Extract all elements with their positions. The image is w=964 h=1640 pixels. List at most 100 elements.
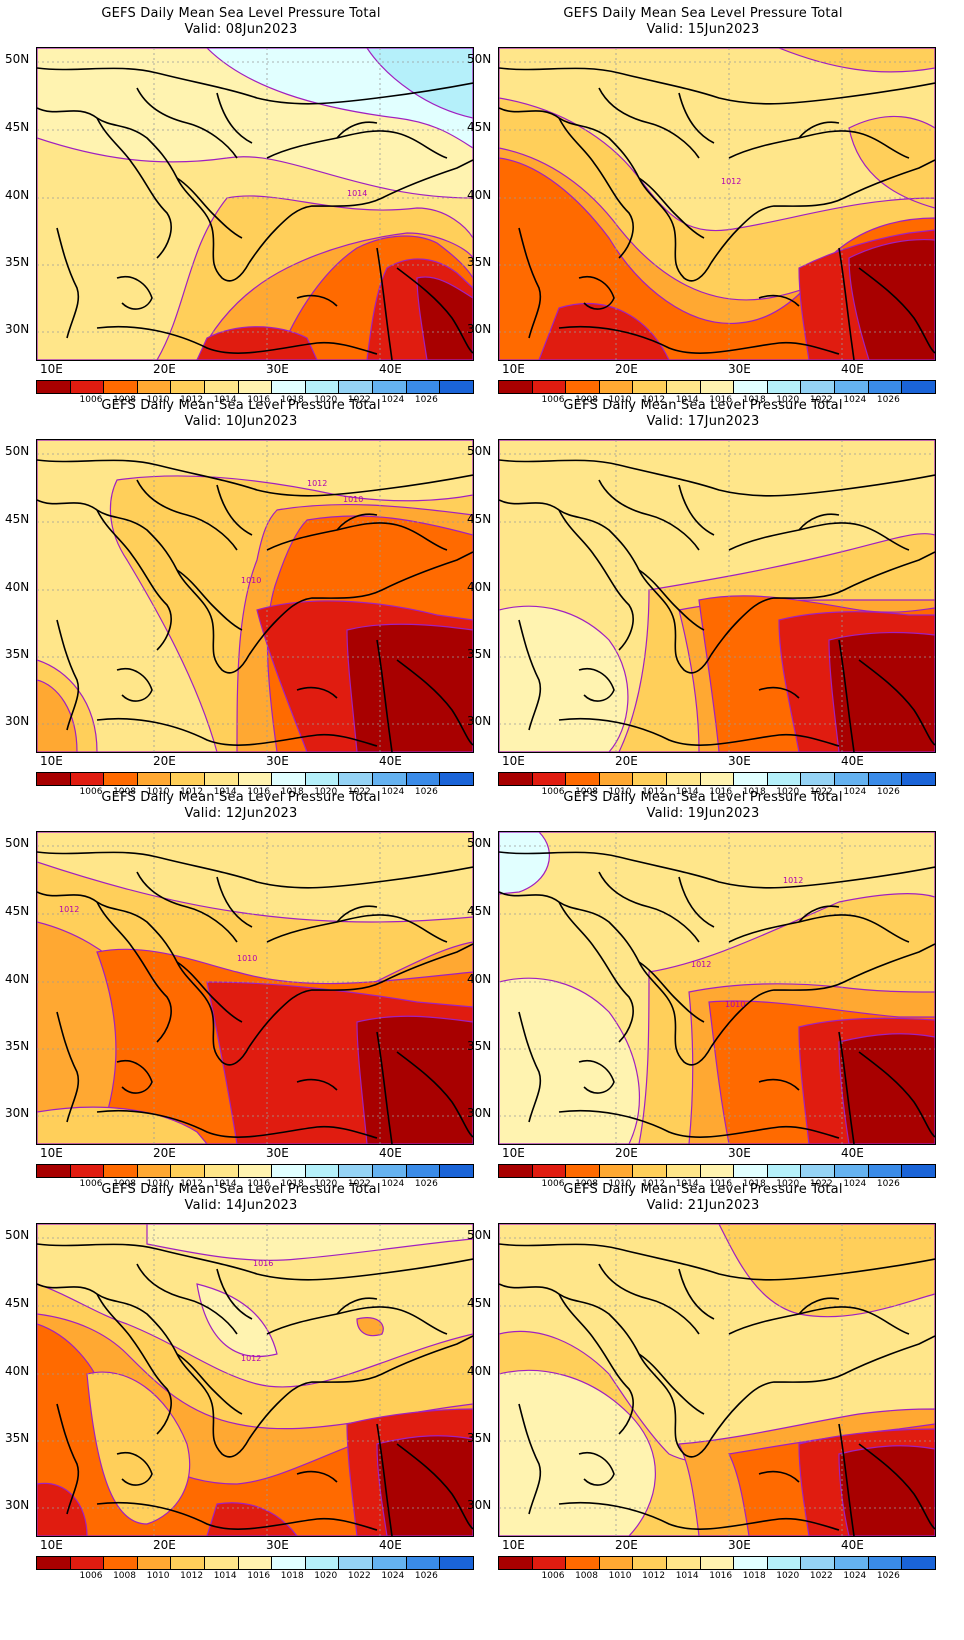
colorbar-label: 1012	[180, 1179, 204, 1189]
coastline-border	[248, 1335, 473, 1440]
colorbar-swatch	[272, 773, 306, 785]
longitude-label: 20E	[615, 1146, 638, 1160]
coastline-border	[396, 267, 473, 354]
colorbar-swatch	[406, 1165, 441, 1177]
coastline-border	[578, 276, 615, 310]
colorbar-swatch	[238, 1557, 273, 1569]
colorbar-label: 1018	[280, 1571, 304, 1581]
coastline-border	[216, 876, 253, 928]
colorbar-label: 1012	[180, 787, 204, 797]
colorbar-swatch	[599, 381, 634, 393]
colorbar-label: 1006	[79, 395, 103, 405]
colorbar-swatch	[37, 773, 71, 785]
latitude-label: 35N	[467, 647, 492, 661]
coastline-border	[518, 227, 542, 339]
colorbar-label: 1018	[280, 1179, 304, 1189]
colorbar-swatch	[902, 1165, 935, 1177]
colorbar-swatch	[902, 773, 935, 785]
coastline-border	[558, 901, 634, 1043]
colorbar-label: 1026	[876, 395, 900, 405]
coastline-border	[638, 569, 705, 631]
latitude-label: 35N	[467, 255, 492, 269]
colorbar-swatch	[70, 1557, 105, 1569]
longitude-label: 40E	[379, 754, 402, 768]
pressure-map: 1012	[498, 47, 936, 361]
colorbar-swatch	[171, 1557, 206, 1569]
coastline-border	[858, 267, 935, 354]
colorbar-swatch	[868, 773, 903, 785]
colorbar-label: 1012	[180, 395, 204, 405]
latitude-label: 40N	[5, 188, 30, 202]
colorbar-swatch	[801, 1165, 836, 1177]
coastline-border	[678, 1268, 715, 1320]
colorbar-label: 1006	[541, 787, 565, 797]
colorbar-swatch	[633, 381, 668, 393]
latitude-label: 40N	[467, 972, 492, 986]
colorbar-label: 1012	[642, 395, 666, 405]
map-panel: GEFS Daily Mean Sea Level Pressure Total…	[462, 1176, 944, 1586]
colorbar-swatch	[373, 1165, 407, 1177]
coastline-border	[266, 522, 448, 551]
coastline-border	[216, 1268, 253, 1320]
coastline-border	[798, 121, 840, 139]
coastline-border	[758, 686, 800, 699]
contour-label: 1010	[725, 1000, 745, 1009]
coastline-border	[838, 639, 855, 752]
colorbar-swatch	[734, 1557, 768, 1569]
colorbar-swatch	[700, 1165, 735, 1177]
colorbar-swatch	[205, 1165, 239, 1177]
colorbar-swatch	[272, 1165, 306, 1177]
longitude-label: 40E	[841, 1538, 864, 1552]
pressure-fill-region	[37, 1408, 473, 1536]
colorbar-swatch	[305, 1557, 340, 1569]
map-panel: GEFS Daily Mean Sea Level Pressure Total…	[462, 784, 944, 1194]
colorbar-swatch	[171, 1165, 206, 1177]
contour-label: 1012	[59, 905, 79, 914]
colorbar-swatch	[406, 1557, 441, 1569]
colorbar-swatch	[835, 1165, 869, 1177]
colorbar-swatch	[70, 381, 105, 393]
colorbar-swatch	[373, 1557, 407, 1569]
coastline-border	[858, 1443, 935, 1530]
colorbar-label: 1024	[843, 1179, 867, 1189]
coastline-border	[116, 1060, 153, 1094]
longitude-label: 20E	[615, 362, 638, 376]
colorbar-swatch	[339, 381, 374, 393]
colorbar-label: 1024	[381, 787, 405, 797]
colorbar-swatch	[305, 773, 340, 785]
coastline-border	[248, 551, 473, 656]
colorbar-swatch	[70, 1165, 105, 1177]
coastline-border	[296, 686, 338, 699]
colorbar-swatch	[633, 1557, 668, 1569]
colorbar-swatch	[305, 1165, 340, 1177]
coastline-border	[376, 1031, 393, 1144]
colorbar-label: 1008	[575, 395, 598, 405]
longitude-label: 40E	[841, 1146, 864, 1160]
colorbar-swatch	[566, 773, 600, 785]
colorbar-label: 1012	[180, 1571, 204, 1581]
colorbar-swatch	[137, 381, 172, 393]
colorbar-swatch	[599, 1557, 634, 1569]
colorbar-swatch	[104, 773, 138, 785]
longitude-label: 30E	[728, 1146, 751, 1160]
colorbar-label: 1024	[381, 395, 405, 405]
map-panel: GEFS Daily Mean Sea Level Pressure Total…	[0, 392, 482, 802]
coastline-border	[499, 1243, 935, 1281]
coastline-border	[336, 121, 378, 139]
colorbar-label: 1020	[314, 1179, 338, 1189]
colorbar-label: 1016	[247, 1179, 271, 1189]
coastline-border	[678, 484, 715, 536]
coastline-border	[216, 92, 253, 144]
colorbar-label: 1020	[314, 1571, 338, 1581]
coastline-border	[136, 87, 238, 159]
colorbar-swatch	[667, 381, 701, 393]
colorbar-swatch	[440, 1557, 473, 1569]
coastline-border	[37, 67, 473, 105]
colorbar-swatch	[868, 381, 903, 393]
coastline-border	[266, 1306, 448, 1335]
colorbar-label: 1010	[608, 1179, 632, 1189]
latitude-label: 50N	[467, 836, 492, 850]
latitude-label: 30N	[5, 714, 30, 728]
colorbar-swatch	[734, 381, 768, 393]
pressure-map: 1012 1012 1010	[498, 831, 936, 1145]
